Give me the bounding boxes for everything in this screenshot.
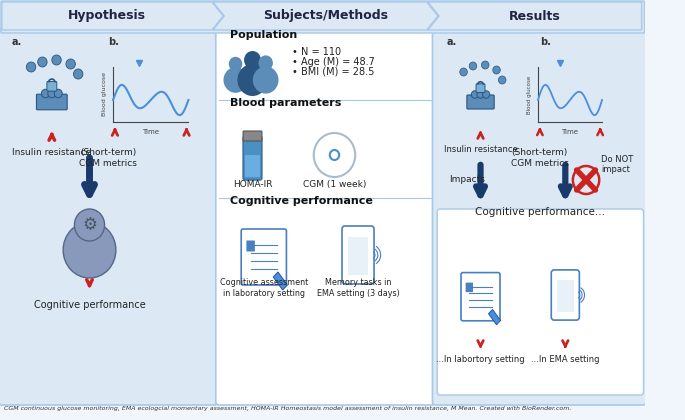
Circle shape: [63, 222, 116, 278]
FancyBboxPatch shape: [461, 273, 500, 321]
Text: Hypothesis: Hypothesis: [67, 10, 145, 23]
Text: b.: b.: [108, 37, 119, 47]
Text: (Short-term)
CGM metrics: (Short-term) CGM metrics: [511, 148, 569, 168]
Text: a.: a.: [447, 37, 457, 47]
FancyBboxPatch shape: [241, 229, 286, 285]
Circle shape: [48, 89, 55, 98]
FancyBboxPatch shape: [216, 29, 434, 405]
Circle shape: [493, 66, 500, 74]
Polygon shape: [488, 310, 501, 325]
Text: Cognitive performance: Cognitive performance: [230, 196, 373, 206]
Text: Blood glucose: Blood glucose: [527, 75, 532, 114]
FancyBboxPatch shape: [247, 241, 255, 252]
FancyBboxPatch shape: [243, 136, 262, 180]
FancyBboxPatch shape: [466, 283, 473, 292]
Polygon shape: [213, 2, 438, 30]
Circle shape: [27, 62, 36, 72]
Text: CGM continuous glucose monitoring, EMA ecologcial momentary assessment, HOMA-IR : CGM continuous glucose monitoring, EMA e…: [4, 406, 571, 411]
FancyBboxPatch shape: [437, 209, 643, 395]
Text: Results: Results: [509, 10, 561, 23]
Text: • Age (M) = 48.7: • Age (M) = 48.7: [292, 57, 375, 67]
Text: • N = 110: • N = 110: [292, 47, 341, 57]
Polygon shape: [427, 2, 642, 30]
FancyBboxPatch shape: [467, 95, 494, 109]
FancyBboxPatch shape: [551, 270, 580, 320]
FancyBboxPatch shape: [342, 226, 374, 284]
Circle shape: [253, 66, 279, 94]
Text: ...In EMA setting: ...In EMA setting: [531, 355, 599, 364]
Circle shape: [66, 59, 75, 69]
Text: Memory tasks in
EMA setting (3 days): Memory tasks in EMA setting (3 days): [316, 278, 399, 298]
Circle shape: [483, 91, 490, 98]
FancyBboxPatch shape: [348, 237, 369, 275]
Text: Time: Time: [142, 129, 159, 135]
Circle shape: [54, 89, 62, 98]
Circle shape: [38, 57, 47, 67]
FancyBboxPatch shape: [47, 81, 57, 91]
Text: • BMI (M) = 28.5: • BMI (M) = 28.5: [292, 67, 375, 77]
Circle shape: [482, 61, 489, 69]
Polygon shape: [273, 272, 288, 290]
Text: Cognitive performance: Cognitive performance: [34, 300, 145, 310]
Circle shape: [477, 91, 484, 98]
Circle shape: [314, 133, 356, 177]
Circle shape: [244, 51, 261, 69]
Text: Blood glucose: Blood glucose: [103, 73, 108, 116]
Text: Cognitive assessment
in laboratory setting: Cognitive assessment in laboratory setti…: [220, 278, 308, 298]
Polygon shape: [2, 2, 223, 30]
Text: Impacts: Impacts: [449, 175, 485, 184]
Text: Insulin resistance: Insulin resistance: [444, 145, 517, 154]
Text: ⚙: ⚙: [82, 216, 97, 234]
Circle shape: [258, 55, 273, 71]
Circle shape: [471, 91, 478, 98]
FancyBboxPatch shape: [432, 29, 647, 405]
Text: b.: b.: [540, 37, 551, 47]
Text: Cognitive performance...: Cognitive performance...: [475, 207, 605, 217]
FancyBboxPatch shape: [1, 1, 645, 33]
Circle shape: [41, 89, 49, 98]
FancyBboxPatch shape: [36, 94, 67, 110]
Text: HOMA-IR: HOMA-IR: [233, 180, 272, 189]
Text: ...In labortory setting: ...In labortory setting: [436, 355, 525, 364]
FancyBboxPatch shape: [556, 280, 574, 312]
Circle shape: [499, 76, 506, 84]
FancyBboxPatch shape: [0, 29, 218, 405]
FancyBboxPatch shape: [245, 155, 260, 177]
Text: a.: a.: [12, 37, 21, 47]
Text: Population: Population: [230, 30, 297, 40]
Circle shape: [238, 64, 268, 96]
Circle shape: [469, 62, 477, 70]
Circle shape: [229, 57, 242, 71]
Circle shape: [73, 69, 83, 79]
FancyBboxPatch shape: [243, 131, 262, 141]
Text: Blood parameters: Blood parameters: [230, 98, 341, 108]
Text: Do NOT
impact: Do NOT impact: [601, 155, 634, 174]
FancyBboxPatch shape: [476, 84, 485, 92]
Text: CGM (1 week): CGM (1 week): [303, 180, 366, 189]
Circle shape: [75, 209, 105, 241]
Text: Subjects/Methods: Subjects/Methods: [264, 10, 388, 23]
Circle shape: [52, 55, 61, 65]
Text: (Short-term)
CGM metrics: (Short-term) CGM metrics: [79, 148, 137, 168]
Text: Insulin resistance: Insulin resistance: [12, 148, 91, 157]
Circle shape: [460, 68, 467, 76]
Text: Time: Time: [562, 129, 579, 135]
Circle shape: [223, 67, 247, 93]
